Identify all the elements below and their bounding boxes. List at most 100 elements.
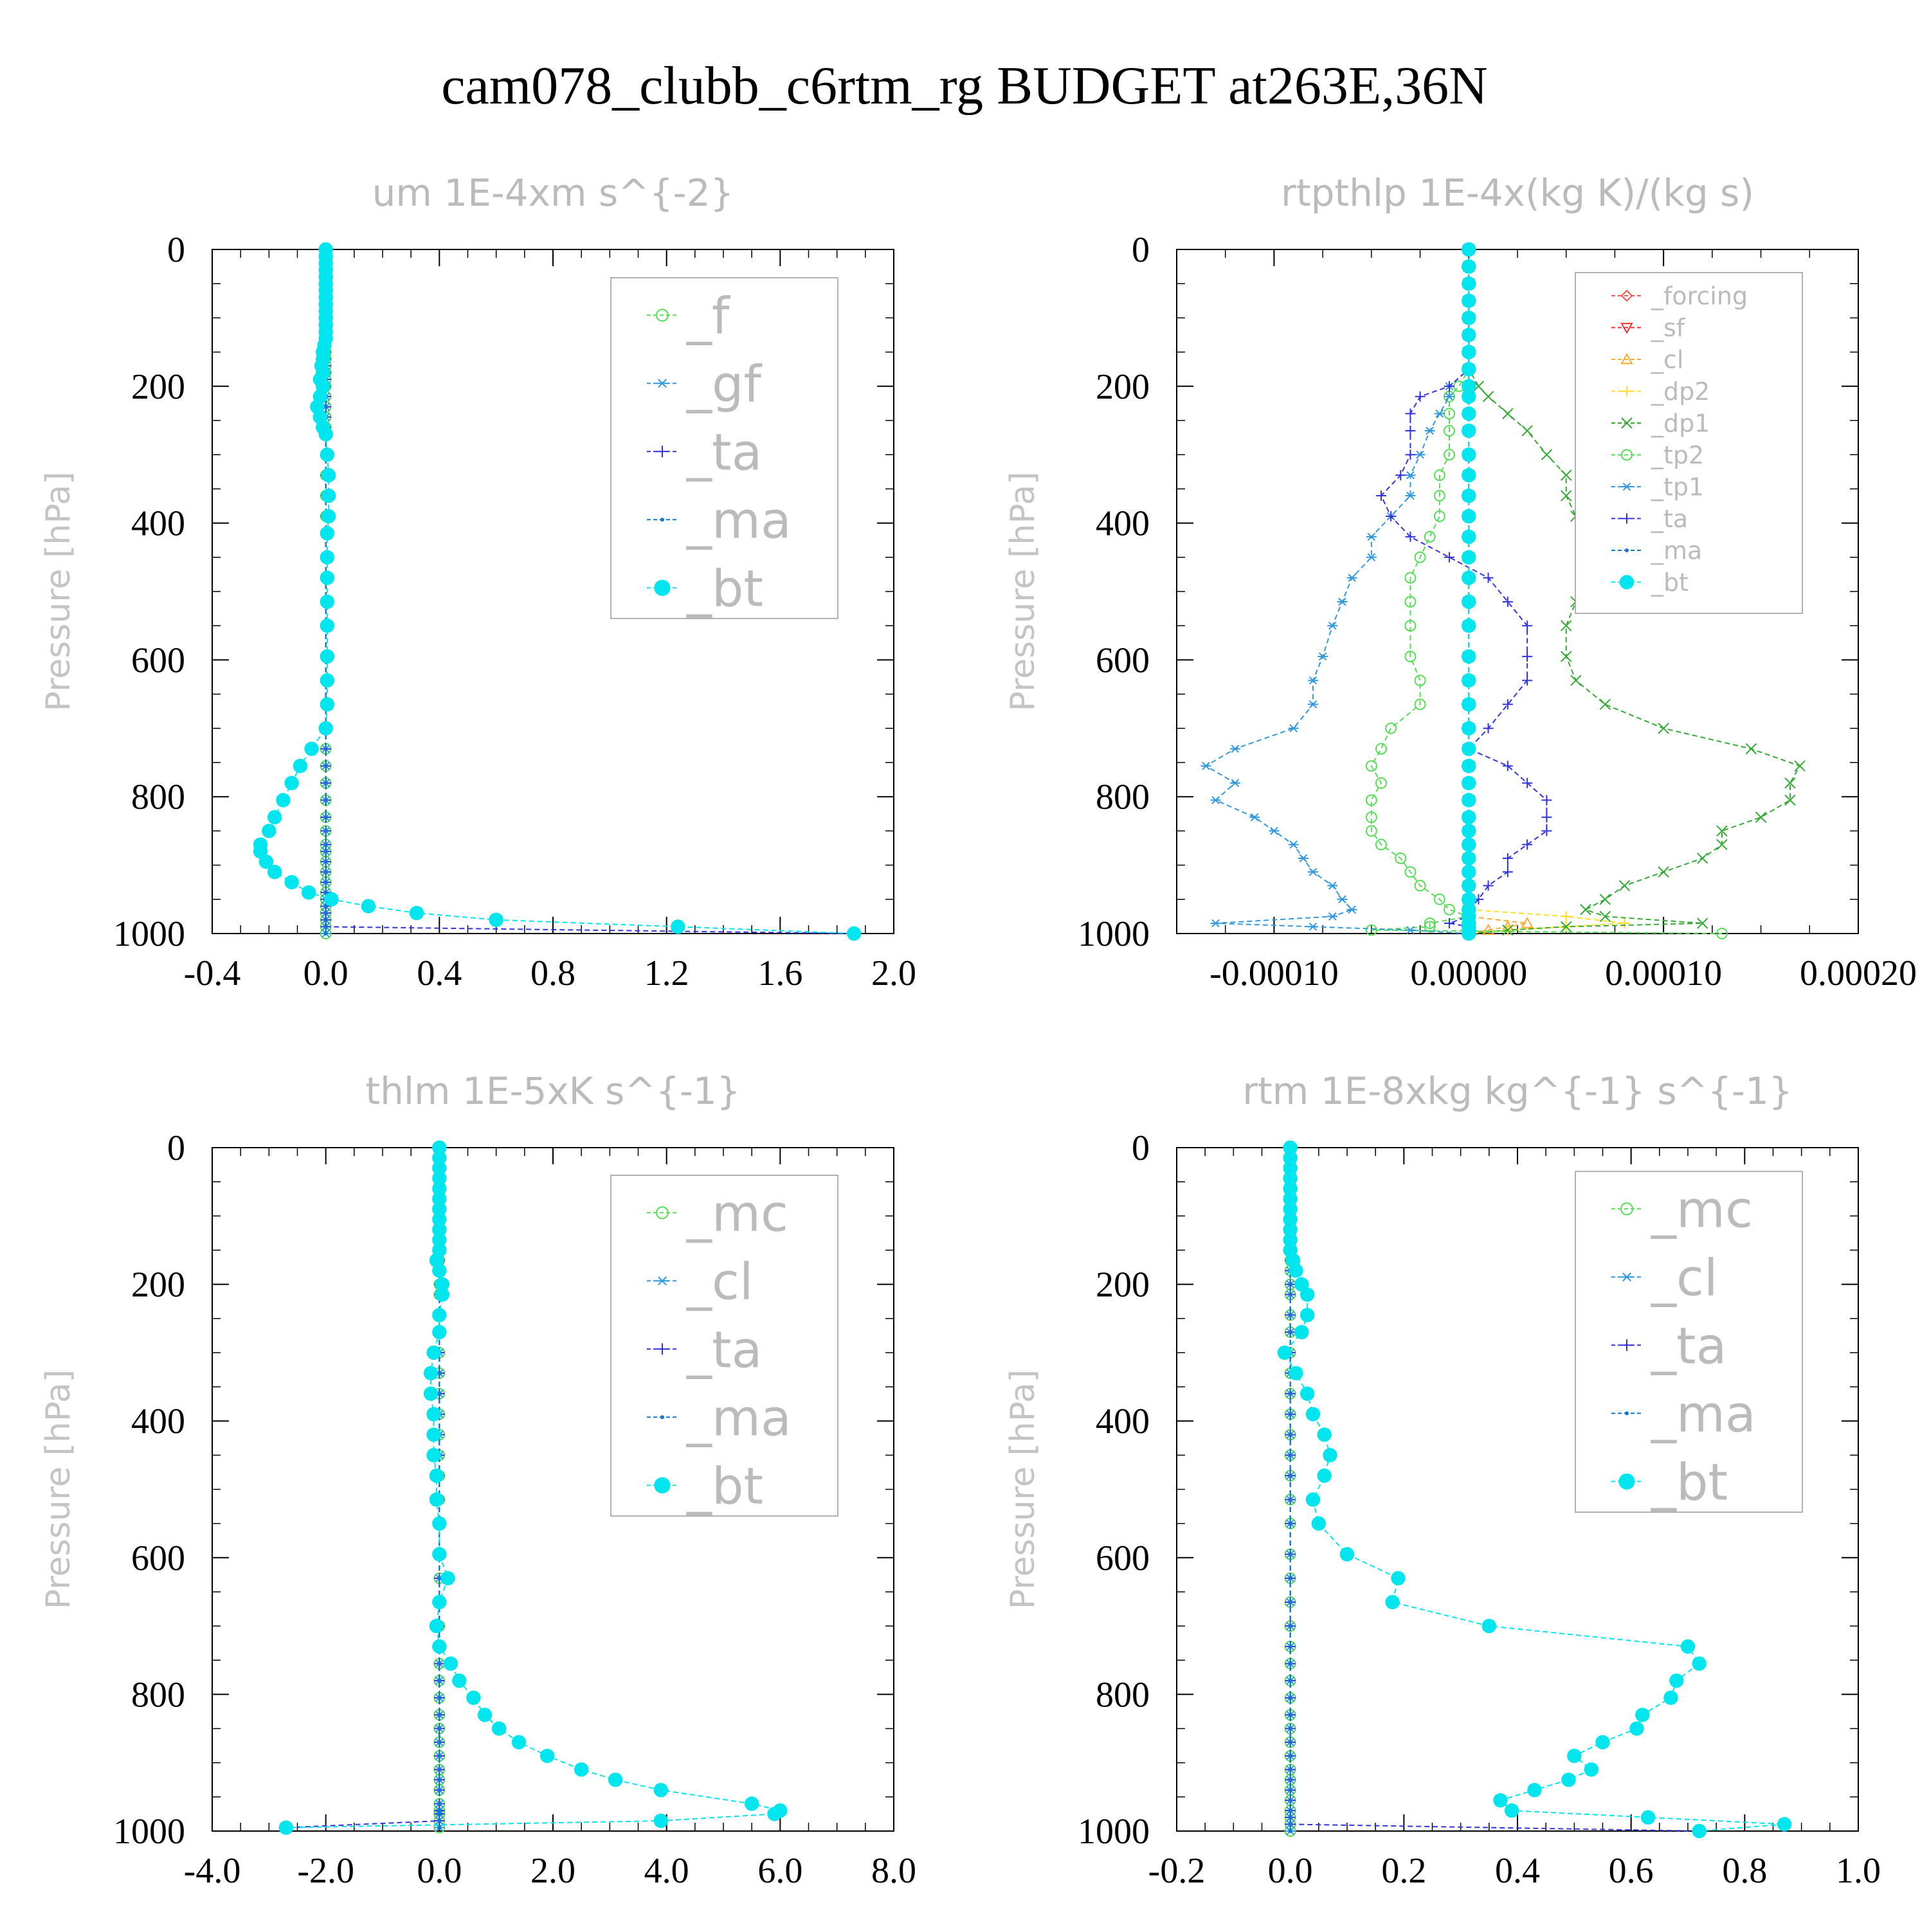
y-tick-label: 600 bbox=[131, 640, 185, 680]
y-tick-label: 0 bbox=[167, 1128, 185, 1168]
y-tick-label: 1000 bbox=[1078, 1812, 1150, 1852]
legend-box bbox=[1575, 1171, 1803, 1513]
y-tick-label: 0 bbox=[1132, 1128, 1150, 1168]
y-tick-label: 400 bbox=[1096, 504, 1150, 544]
series-bt bbox=[253, 242, 862, 941]
legend-label: _ta bbox=[1651, 505, 1688, 533]
panel-title: um 1E-4xm s^{-2} bbox=[372, 171, 734, 215]
y-tick-label: 800 bbox=[131, 777, 185, 817]
x-tick-label: 0.00000 bbox=[1410, 953, 1527, 993]
series-bt bbox=[278, 1140, 788, 1835]
legend-label: _ma bbox=[686, 1389, 792, 1447]
series-line bbox=[1468, 249, 1528, 934]
x-tick-label: 0.00010 bbox=[1605, 953, 1722, 993]
y-tick-label: 400 bbox=[131, 1402, 185, 1441]
x-tick-label: 0.8 bbox=[530, 953, 575, 993]
x-tick-label: -2.0 bbox=[297, 1851, 354, 1891]
y-tick-label: 800 bbox=[1096, 1675, 1150, 1715]
chart-panel-1: um 1E-4xm s^{-2} Pressure [hPa] 0 200 400 600… bbox=[39, 171, 916, 993]
x-tick-label: 1.2 bbox=[644, 953, 689, 993]
y-axis-label: Pressure [hPa] bbox=[39, 472, 78, 712]
series-ta bbox=[280, 1142, 445, 1833]
y-tick-label: 600 bbox=[1096, 640, 1150, 680]
x-tick-label: -4.0 bbox=[184, 1851, 241, 1891]
legend-label: _cl bbox=[686, 1253, 754, 1311]
x-tick-label: 4.0 bbox=[644, 1851, 689, 1891]
y-tick-label: 600 bbox=[131, 1539, 185, 1578]
y-tick-label: 0 bbox=[167, 230, 185, 270]
y-tick-label: 200 bbox=[131, 367, 185, 407]
x-tick-label: 8.0 bbox=[871, 1851, 916, 1891]
legend: _forcing _sf _cl _dp2 _dp1 _tp2 _tp1 _ta _ma _bt bbox=[1575, 272, 1803, 614]
legend-entry-forcing: _forcing bbox=[1611, 282, 1748, 311]
y-tick-label: 800 bbox=[1096, 777, 1150, 817]
legend-entry-ma: _ma bbox=[647, 1389, 792, 1447]
x-tick-label: -0.00010 bbox=[1209, 953, 1339, 993]
legend-label: _tp1 bbox=[1651, 473, 1704, 501]
x-tick-label: 0.2 bbox=[1381, 1851, 1426, 1891]
x-tick-label: 0.6 bbox=[1609, 1851, 1654, 1891]
legend-entry-dp1: _dp1 bbox=[1611, 410, 1710, 438]
legend-entry-f: _f bbox=[647, 287, 730, 345]
legend-entry-ma: _ma bbox=[1611, 1386, 1756, 1443]
legend-label: _bt bbox=[686, 560, 763, 618]
legend: _f _gf _ta _ma _bt bbox=[610, 277, 838, 619]
y-axis-label: Pressure [hPa] bbox=[39, 1369, 78, 1609]
legend-label: _forcing bbox=[1651, 282, 1748, 311]
legend-label: _ta bbox=[686, 1321, 762, 1379]
panel-title: thlm 1E-5xK s^{-1} bbox=[365, 1069, 740, 1113]
legend-entry-ma: _ma bbox=[647, 492, 792, 550]
series-line bbox=[1204, 249, 1470, 934]
x-tick-label: -0.2 bbox=[1148, 1851, 1206, 1891]
y-tick-label: 200 bbox=[1096, 367, 1150, 407]
x-tick-label: 0.8 bbox=[1722, 1851, 1767, 1891]
legend-entry-cl: _cl bbox=[1611, 1249, 1718, 1307]
legend-entry-ma: _ma bbox=[1611, 537, 1702, 565]
legend-entry-tp1: _tp1 bbox=[1611, 473, 1704, 501]
x-tick-label: 0.00020 bbox=[1800, 953, 1917, 993]
legend-label: _sf bbox=[1651, 314, 1686, 342]
legend-label: _ma bbox=[1651, 1386, 1756, 1443]
series-line bbox=[1468, 249, 1801, 934]
x-tick-label: 0.0 bbox=[417, 1851, 462, 1891]
x-tick-label: 2.0 bbox=[871, 953, 916, 993]
y-tick-label: 200 bbox=[131, 1265, 185, 1305]
legend-label: _cl bbox=[1651, 346, 1683, 374]
panel-title: rtpthlp 1E-4x(kg K)/(kg s) bbox=[1281, 171, 1754, 215]
legend-label: _bt bbox=[1651, 568, 1689, 597]
y-axis-label: Pressure [hPa] bbox=[1004, 472, 1042, 712]
legend-entry-sf: _sf bbox=[1611, 314, 1686, 342]
legend-entry-bt: _bt bbox=[1611, 1454, 1728, 1512]
legend-entry-ta: _ta bbox=[647, 424, 762, 482]
legend-label: _ta bbox=[1651, 1317, 1726, 1375]
chart-panel-3: thlm 1E-5xK s^{-1} Pressure [hPa] 0 200 400 6… bbox=[39, 1069, 916, 1891]
x-tick-label: 0.0 bbox=[1268, 1851, 1313, 1891]
y-axis-label: Pressure [hPa] bbox=[1004, 1369, 1042, 1609]
legend-entry-bt: _bt bbox=[647, 560, 763, 618]
y-tick-label: 600 bbox=[1096, 1539, 1150, 1578]
legend-label: _bt bbox=[1651, 1454, 1728, 1512]
legend-label: _dp1 bbox=[1651, 410, 1710, 438]
legend-label: _ta bbox=[686, 424, 762, 482]
y-tick-label: 0 bbox=[1132, 230, 1150, 270]
panel-title: rtm 1E-8xkg kg^{-1} s^{-1} bbox=[1242, 1069, 1793, 1113]
legend-entry-cl: _cl bbox=[647, 1253, 754, 1311]
y-tick-label: 400 bbox=[131, 504, 185, 544]
legend-entry-mc: _mc bbox=[1611, 1181, 1753, 1239]
legend-entry-tp2: _tp2 bbox=[1611, 441, 1704, 469]
y-tick-label: 1000 bbox=[113, 1812, 185, 1852]
legend: _mc _cl _ta _ma _bt bbox=[610, 1175, 838, 1517]
legend-entry-dp2: _dp2 bbox=[1611, 377, 1710, 406]
legend-entry-gf: _gf bbox=[647, 356, 763, 413]
legend-box bbox=[610, 277, 838, 619]
series-line bbox=[285, 1148, 440, 1828]
series-bt bbox=[1462, 242, 1476, 941]
x-tick-label: -0.4 bbox=[184, 953, 241, 993]
series-tp1 bbox=[1200, 245, 1474, 938]
y-tick-label: 400 bbox=[1096, 1402, 1150, 1441]
legend-label: _gf bbox=[686, 356, 763, 413]
legend-label: _f bbox=[686, 287, 730, 345]
x-tick-label: 0.4 bbox=[1495, 1851, 1540, 1891]
